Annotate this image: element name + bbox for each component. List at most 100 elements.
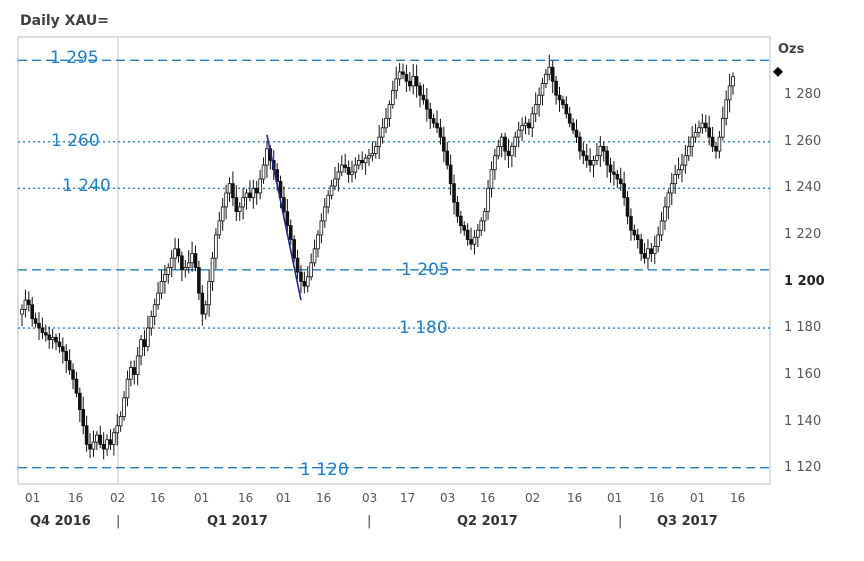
candle-body xyxy=(234,197,239,213)
y-tick-1240: 1 240 xyxy=(784,180,821,195)
candle xyxy=(139,335,143,366)
candle-body xyxy=(166,267,171,275)
candle-body xyxy=(557,94,562,101)
reference-levels xyxy=(18,59,770,469)
candle xyxy=(656,226,660,253)
candle-body xyxy=(540,83,545,96)
candle xyxy=(486,179,490,220)
candle xyxy=(428,102,433,129)
candle xyxy=(23,289,28,318)
candle-body xyxy=(149,315,154,329)
candle-body xyxy=(669,183,674,194)
candle xyxy=(459,210,463,234)
candle-body xyxy=(571,122,575,131)
candle xyxy=(513,131,518,158)
candle-body xyxy=(615,173,620,180)
candle xyxy=(720,106,725,141)
candle xyxy=(132,360,137,385)
candle-body xyxy=(118,416,123,427)
candle xyxy=(149,310,154,336)
candle xyxy=(105,434,109,456)
candle-body xyxy=(285,211,290,226)
candle xyxy=(343,153,347,173)
candle xyxy=(503,132,507,161)
candle xyxy=(54,333,58,351)
candle-body xyxy=(397,71,402,80)
candle-body xyxy=(142,339,147,348)
candle xyxy=(88,432,92,459)
x-tick: 17 xyxy=(400,491,415,505)
candle xyxy=(476,224,480,247)
candle xyxy=(71,363,75,390)
candle-body xyxy=(350,171,354,175)
candle xyxy=(166,263,171,284)
last-price-marker xyxy=(773,66,783,77)
candle-body xyxy=(724,99,728,119)
candle xyxy=(309,253,313,281)
candle xyxy=(516,121,521,148)
candle-body xyxy=(210,257,215,282)
candle xyxy=(683,144,688,174)
candle-body xyxy=(292,239,296,259)
quarter-separator: | xyxy=(618,514,622,529)
candle xyxy=(472,229,477,255)
candle xyxy=(292,235,296,263)
candle xyxy=(649,243,654,263)
candle-body xyxy=(394,78,399,91)
candle xyxy=(391,80,395,109)
candle xyxy=(686,136,691,161)
candle xyxy=(251,179,256,209)
candle xyxy=(591,155,596,178)
candle-body xyxy=(61,346,65,352)
candle xyxy=(387,100,392,127)
candlestick-series xyxy=(20,54,735,460)
candle xyxy=(404,64,409,92)
candle xyxy=(142,330,147,356)
candle xyxy=(520,117,524,142)
x-tick: 16 xyxy=(649,491,664,505)
candle xyxy=(217,211,222,240)
candle-body xyxy=(129,367,133,380)
candle-body xyxy=(237,206,242,213)
candle xyxy=(547,54,552,81)
candle xyxy=(527,118,531,135)
candle xyxy=(329,179,334,200)
quarter-label-q2-2017: Q2 2017 xyxy=(457,514,518,529)
candle xyxy=(207,269,211,317)
candle-body xyxy=(527,122,531,129)
x-tick: 03 xyxy=(440,491,455,505)
candle xyxy=(448,154,453,196)
level-label-1240: 1 240 xyxy=(62,176,111,196)
candle-body xyxy=(377,136,382,147)
candle-body xyxy=(312,248,317,264)
candle-body xyxy=(472,236,477,245)
candle-body xyxy=(428,108,433,119)
candle-body xyxy=(693,132,698,138)
candle xyxy=(227,177,232,202)
candle-body xyxy=(224,192,228,208)
candle-body xyxy=(445,150,450,166)
y-tick-1280: 1 280 xyxy=(784,87,821,102)
candle-body xyxy=(169,257,174,268)
candle-body xyxy=(241,197,245,208)
candle-body xyxy=(295,257,300,273)
candle xyxy=(499,133,504,158)
candle xyxy=(510,142,514,168)
candle xyxy=(254,181,259,205)
candle-body xyxy=(152,304,157,317)
candle xyxy=(265,140,269,178)
candle-body xyxy=(339,164,344,173)
candle xyxy=(544,69,548,89)
candle xyxy=(346,160,351,183)
candle xyxy=(152,298,157,326)
plot-frame xyxy=(17,36,771,485)
candle-body xyxy=(305,276,310,287)
candle-body xyxy=(248,192,252,199)
candle xyxy=(183,259,188,278)
candle xyxy=(339,155,344,177)
candle xyxy=(601,141,606,162)
candle xyxy=(646,239,650,270)
candle-body xyxy=(632,229,637,236)
candle xyxy=(180,251,184,282)
candle xyxy=(312,239,317,267)
